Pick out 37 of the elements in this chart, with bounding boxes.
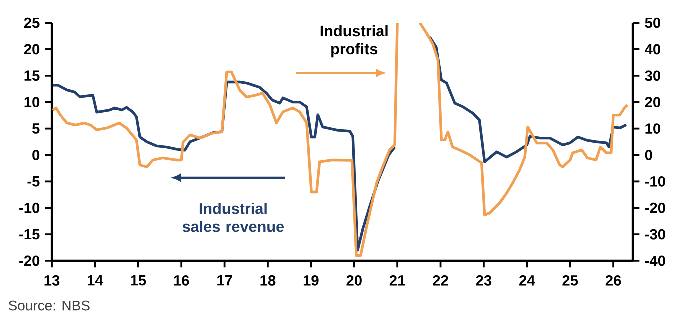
x-tick-label: 23 bbox=[476, 275, 492, 286]
y2-tick-label: 0 bbox=[645, 150, 652, 160]
y-tick-label: 15 bbox=[24, 70, 40, 82]
x-tick-label: 24 bbox=[520, 275, 536, 286]
x-tick-label: 19 bbox=[304, 275, 319, 286]
x-tick-label: 14 bbox=[88, 275, 104, 286]
y2-tick-label: 40 bbox=[645, 44, 661, 55]
y2-tick-label: 10 bbox=[646, 124, 661, 134]
x-tick-label: 13 bbox=[44, 275, 60, 286]
y-tick-label: -20 bbox=[20, 256, 40, 266]
x-tick-label: 22 bbox=[433, 275, 448, 286]
y-tick-label: 0 bbox=[32, 150, 40, 160]
x-tick-label: 17 bbox=[218, 275, 232, 286]
x-tick-label: 21 bbox=[390, 275, 406, 286]
series-label: Industrial profits bbox=[320, 25, 388, 58]
y2-tick-label: -40 bbox=[645, 256, 666, 266]
x-tick-label: 15 bbox=[131, 275, 146, 286]
y-tick-label: -15 bbox=[20, 229, 40, 240]
y-tick-label: 20 bbox=[24, 44, 40, 55]
x-tick-label: 26 bbox=[606, 275, 622, 286]
y2-tick-label: 30 bbox=[645, 70, 661, 82]
source-note: Source: NBS bbox=[8, 300, 90, 311]
x-tick-label: 25 bbox=[562, 275, 578, 286]
x-tick-label: 16 bbox=[174, 275, 190, 286]
y-tick-label: -10 bbox=[20, 202, 40, 214]
y2-tick-label: -30 bbox=[645, 229, 666, 240]
text: Industrial sales revenue bbox=[182, 203, 284, 232]
x-tick-label: 20 bbox=[346, 275, 362, 286]
y2-tick-label: 50 bbox=[645, 18, 661, 28]
y-tick-label: -5 bbox=[28, 176, 40, 187]
y2-tick-label: -10 bbox=[645, 176, 666, 187]
x-tick-label: 18 bbox=[260, 275, 276, 286]
y-tick-label: 25 bbox=[24, 18, 40, 28]
y2-tick-label: -20 bbox=[645, 202, 666, 214]
y2-tick-label: 20 bbox=[645, 97, 661, 108]
y-tick-label: 5 bbox=[32, 124, 40, 134]
y-tick-label: 10 bbox=[24, 97, 40, 108]
